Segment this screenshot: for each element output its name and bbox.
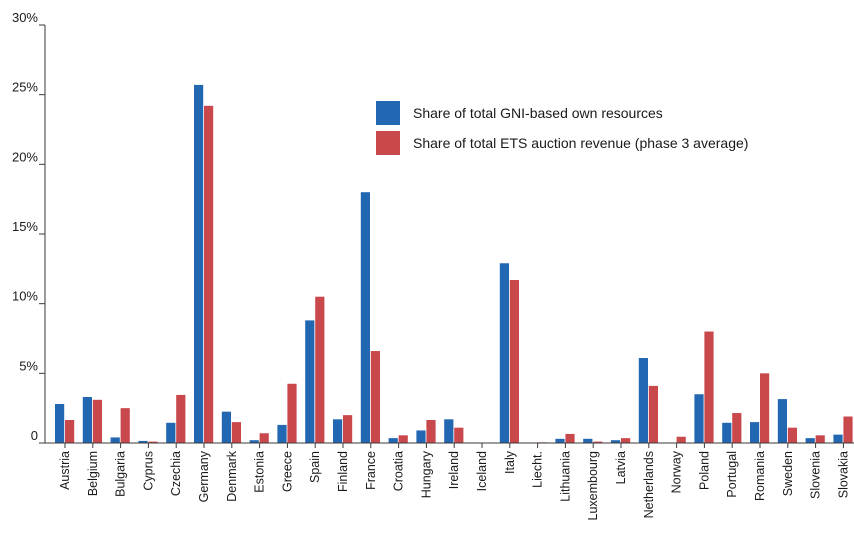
- bar-gni-austria: [55, 403, 65, 443]
- bar-gni-belgium: [82, 397, 92, 443]
- x-tick-label: Belgium: [86, 451, 100, 496]
- x-tick-label: Latvia: [614, 451, 628, 484]
- legend: Share of total GNI-based own resources Sh…: [376, 101, 748, 155]
- bar-gni-hungary: [416, 430, 426, 443]
- bar-ets-cyprus: [148, 441, 158, 443]
- bar-gni-luxembourg: [583, 438, 593, 443]
- x-tick-label: Germany: [197, 450, 211, 502]
- legend-label-ets: Share of total ETS auction revenue (phas…: [413, 135, 748, 151]
- x-tick-label: Liecht.: [531, 451, 545, 488]
- bar-ets-luxembourg: [593, 441, 603, 443]
- bar-ets-slovenia: [815, 435, 825, 443]
- bar-ets-romania: [760, 373, 770, 443]
- bar-ets-belgium: [92, 399, 102, 443]
- bar-ets-lithuania: [565, 433, 575, 443]
- y-tick-label: 25%: [12, 80, 38, 95]
- bar-gni-spain: [305, 320, 315, 443]
- bar-gni-portugal: [722, 422, 732, 443]
- x-tick-label: Denmark: [225, 450, 239, 501]
- x-tick-label: Luxembourg: [586, 451, 600, 521]
- bar-ets-finland: [343, 415, 353, 443]
- y-tick-label: 5%: [19, 358, 38, 373]
- x-tick-label: Hungary: [419, 450, 433, 498]
- bar-ets-ireland: [454, 427, 464, 443]
- x-tick-label: Greece: [280, 451, 294, 492]
- bar-gni-germany: [194, 84, 204, 443]
- bar-gni-czechia: [166, 422, 176, 443]
- x-tick-label: Slovenia: [809, 451, 823, 499]
- bar-ets-norway: [676, 436, 686, 443]
- bar-ets-greece: [287, 383, 297, 443]
- bar-ets-poland: [704, 331, 714, 443]
- x-tick-label: Cyprus: [141, 451, 155, 491]
- bar-ets-france: [370, 351, 380, 443]
- bar-gni-finland: [333, 419, 343, 443]
- bar-ets-portugal: [732, 413, 742, 443]
- bar-gni-sweden: [777, 399, 787, 443]
- bars: [55, 84, 853, 444]
- x-tick-label: Italy: [503, 450, 517, 474]
- bar-gni-estonia: [249, 440, 259, 443]
- bar-ets-slovakia: [843, 416, 853, 443]
- x-axis: Austria Belgium Bulgaria Cyprus Czechia Germa…: [45, 442, 854, 521]
- bar-ets-hungary: [426, 420, 436, 443]
- bar-ets-denmark: [231, 422, 241, 443]
- bar-ets-spain: [315, 296, 325, 443]
- y-tick-label: 10%: [12, 289, 38, 304]
- bar-gni-netherlands: [638, 358, 648, 443]
- bar-gni-romania: [750, 422, 760, 443]
- bar-gni-slovakia: [833, 434, 843, 443]
- x-tick-label: Romania: [753, 451, 767, 501]
- y-tick-label: 20%: [12, 149, 38, 164]
- x-tick-label: Finland: [336, 451, 350, 492]
- bar-gni-denmark: [221, 411, 231, 443]
- x-tick-label: Ireland: [447, 451, 461, 489]
- bar-ets-czechia: [176, 394, 186, 443]
- y-tick-label: 0: [31, 428, 38, 443]
- y-tick-label: 15%: [12, 219, 38, 234]
- bar-gni-cyprus: [138, 440, 148, 443]
- x-tick-label: Norway: [670, 450, 684, 493]
- x-tick-label: Croatia: [392, 451, 406, 491]
- y-tick-label: 30%: [12, 10, 38, 25]
- x-tick-label: Spain: [308, 451, 322, 483]
- bar-ets-austria: [65, 420, 75, 443]
- x-tick-label: Sweden: [781, 451, 795, 496]
- bar-gni-lithuania: [555, 438, 565, 443]
- bar-ets-estonia: [259, 433, 269, 443]
- bar-ets-netherlands: [648, 385, 658, 443]
- y-axis: 0 5% 10% 15% 20% 25% 30%: [12, 10, 46, 444]
- bar-gni-greece: [277, 424, 287, 443]
- bar-ets-italy: [509, 279, 519, 443]
- bar-gni-croatia: [388, 438, 398, 443]
- x-tick-label: Bulgaria: [114, 451, 128, 497]
- bar-gni-slovenia: [805, 438, 815, 443]
- x-tick-label: Slovakia: [836, 451, 850, 498]
- bar-gni-latvia: [611, 440, 621, 443]
- legend-swatch-gni: [376, 101, 400, 125]
- bar-gni-ireland: [444, 419, 454, 443]
- bar-ets-sweden: [787, 427, 797, 443]
- bar-ets-bulgaria: [120, 408, 130, 443]
- bar-gni-italy: [499, 263, 509, 443]
- x-tick-label: Lithuania: [558, 451, 572, 502]
- bar-ets-germany: [204, 105, 214, 444]
- bar-ets-croatia: [398, 435, 408, 443]
- bar-gni-poland: [694, 394, 704, 443]
- bar-gni-france: [360, 192, 370, 443]
- x-tick-label: Estonia: [253, 451, 267, 493]
- x-tick-label: Austria: [58, 451, 72, 490]
- x-tick-label: Portugal: [725, 451, 739, 498]
- x-tick-label: Iceland: [475, 451, 489, 491]
- x-tick-label: France: [364, 451, 378, 490]
- x-tick-label: Netherlands: [642, 451, 656, 518]
- x-tick-label: Czechia: [169, 451, 183, 496]
- bar-ets-latvia: [621, 438, 631, 443]
- bar-gni-bulgaria: [110, 437, 120, 443]
- x-tick-label: Poland: [697, 451, 711, 490]
- legend-swatch-ets: [376, 131, 400, 155]
- legend-label-gni: Share of total GNI-based own resources: [413, 105, 663, 121]
